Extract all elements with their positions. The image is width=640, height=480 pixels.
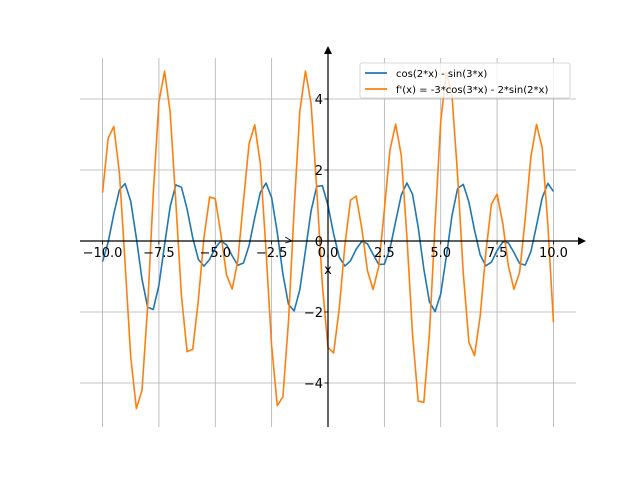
x-tick-label: 7.5 bbox=[487, 246, 508, 261]
axes bbox=[80, 46, 586, 427]
legend-box bbox=[359, 62, 571, 99]
y-tick-label: 2 bbox=[315, 164, 323, 179]
x-tick-label: 10.0 bbox=[539, 246, 568, 261]
legend: cos(2*x) - sin(3*x) f'(x) = -3*cos(3*x) -… bbox=[359, 62, 571, 99]
y-tick-label: 4 bbox=[315, 93, 323, 108]
y-tick-label: −2 bbox=[304, 306, 323, 321]
axis-marker-icon bbox=[284, 236, 293, 244]
x-tick-label: −7.5 bbox=[143, 246, 175, 261]
legend-label-1: f'(x) = -3*cos(3*x) - 2*sin(2*x) bbox=[396, 85, 548, 96]
x-tick-label: −2.5 bbox=[256, 246, 288, 261]
x-tick-label: −10.0 bbox=[83, 246, 123, 261]
x-tick-label: 5.0 bbox=[430, 246, 451, 261]
x-tick-label: 2.5 bbox=[374, 246, 395, 261]
x-axis-label: x bbox=[324, 263, 332, 278]
y-tick-label: 0 bbox=[315, 235, 323, 250]
tick-labels: −10.0 −7.5 −5.0 −2.5 0.0 2.5 5.0 7.5 10.0 −4 −2 0 2 4 bbox=[83, 93, 568, 392]
legend-label-0: cos(2*x) - sin(3*x) bbox=[396, 69, 487, 80]
y-axis-arrow-icon bbox=[324, 46, 332, 54]
x-tick-label: 0.0 bbox=[318, 246, 339, 261]
x-tick-label: −5.0 bbox=[199, 246, 231, 261]
y-tick-label: −4 bbox=[304, 377, 323, 392]
x-axis-arrow-icon bbox=[578, 236, 586, 245]
